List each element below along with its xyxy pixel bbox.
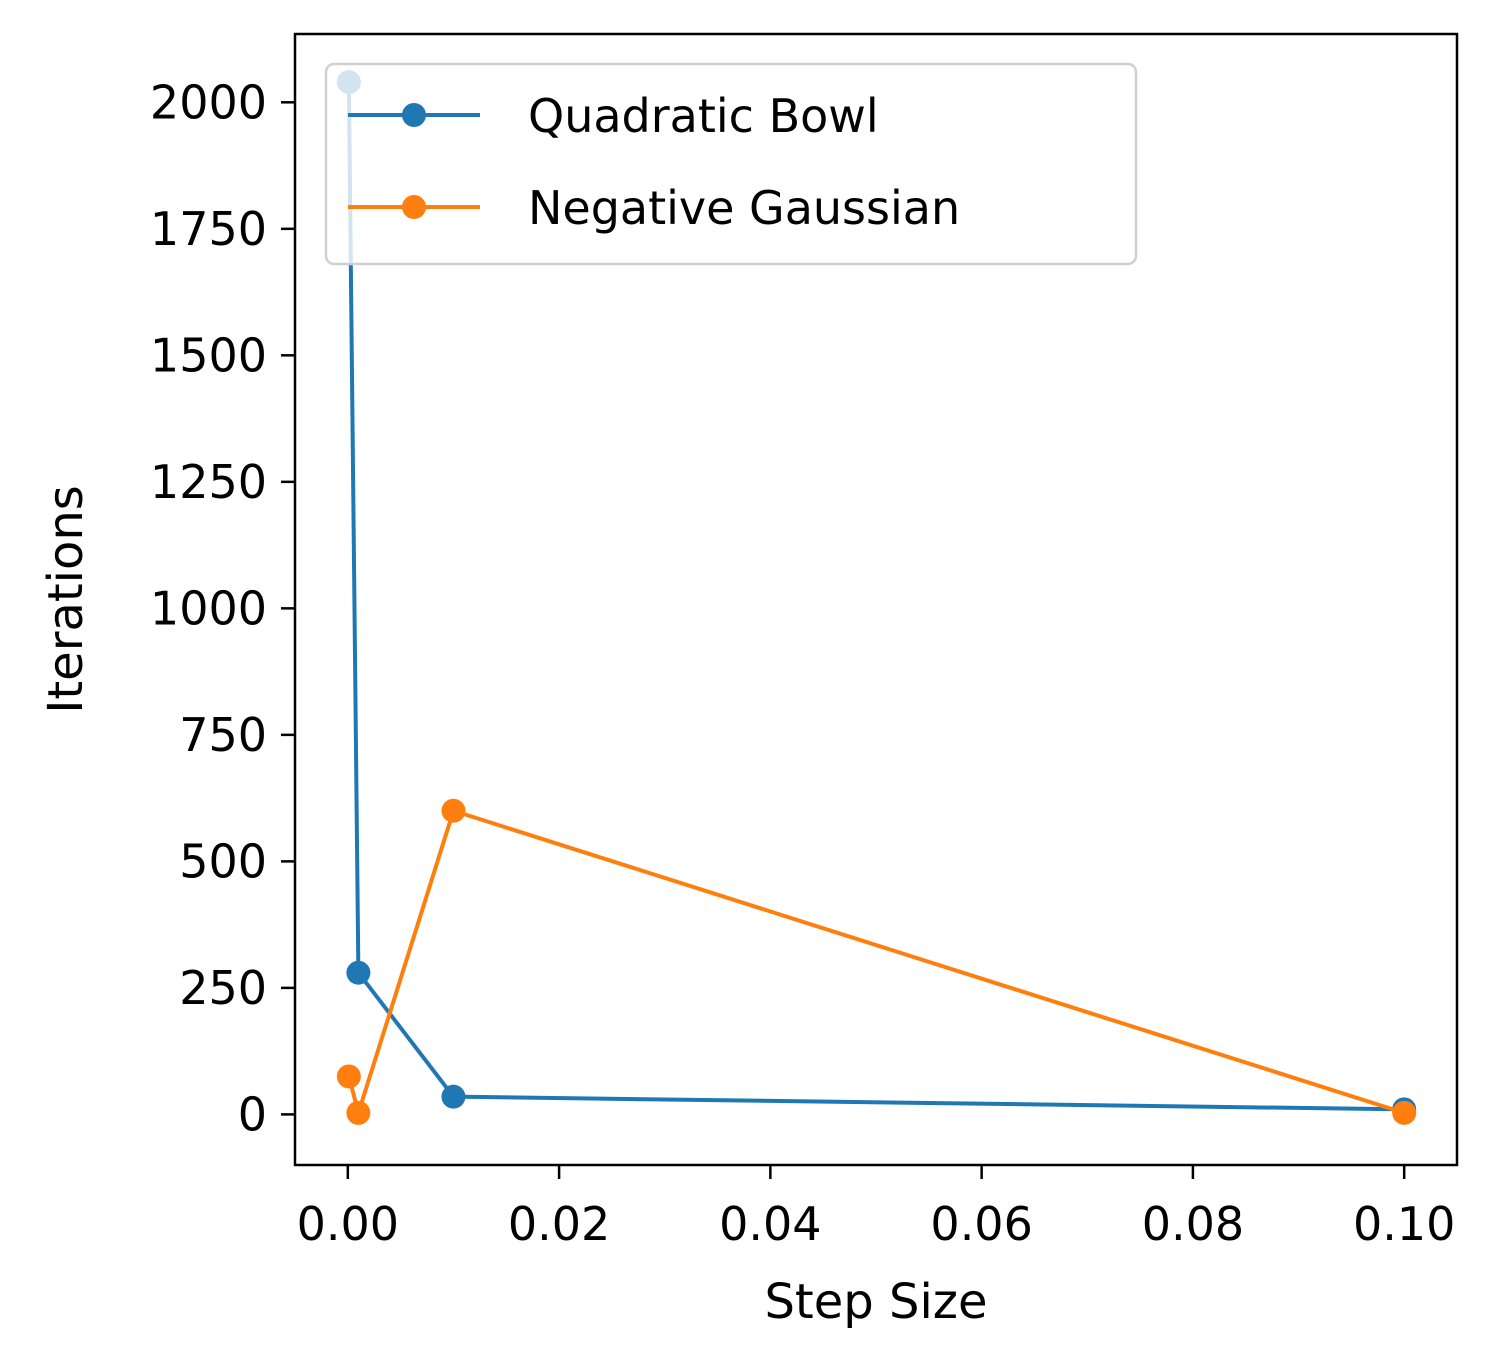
- x-tick-label: 0.02: [508, 1197, 610, 1251]
- data-point: [1392, 1100, 1417, 1125]
- y-tick-label: 750: [179, 708, 267, 762]
- x-tick-label: 0.08: [1142, 1197, 1244, 1251]
- legend-item: Quadratic Bowl: [348, 89, 879, 143]
- data-point: [336, 1064, 361, 1089]
- x-axis-ticks: 0.00 0.02 0.04 0.06 0.08 0.10: [297, 1165, 1455, 1251]
- legend-label: Quadratic Bowl: [528, 89, 879, 143]
- plot-frame: [293, 32, 1459, 1167]
- legend-label: Negative Gaussian: [528, 181, 960, 235]
- x-axis-label: Step Size: [764, 1274, 987, 1330]
- series-layer: [336, 70, 1417, 1125]
- y-tick-label: 500: [179, 834, 267, 888]
- series-line: [346, 808, 1405, 1115]
- y-tick-label: 1000: [150, 581, 267, 635]
- data-point: [441, 798, 466, 823]
- data-point: [346, 1100, 371, 1125]
- x-tick-label: 0.04: [719, 1197, 821, 1251]
- legend-item: Negative Gaussian: [348, 181, 960, 235]
- legend-box: [324, 62, 1138, 266]
- x-tick-label: 0.00: [297, 1197, 399, 1251]
- x-tick-label: 0.06: [930, 1197, 1032, 1251]
- data-point: [346, 960, 371, 985]
- y-axis-label: Iterations: [38, 485, 94, 714]
- y-tick-label: 2000: [150, 75, 267, 129]
- legend-marker: [402, 195, 426, 219]
- data-point: [441, 1084, 466, 1109]
- legend-marker: [402, 103, 426, 127]
- x-tick-label: 0.10: [1353, 1197, 1455, 1251]
- y-axis-ticks: 0 250 500 750 1000 1250 1500 1750 2000: [150, 75, 295, 1141]
- y-tick-label: 250: [179, 961, 267, 1015]
- series-line: [346, 82, 1405, 1112]
- series-1: [336, 798, 1417, 1125]
- legend: Quadratic Bowl Negative Gaussian: [324, 62, 1138, 266]
- y-tick-label: 1750: [150, 202, 267, 256]
- y-tick-label: 1250: [150, 455, 267, 509]
- y-tick-label: 0: [238, 1087, 267, 1141]
- y-tick-label: 1500: [150, 328, 267, 382]
